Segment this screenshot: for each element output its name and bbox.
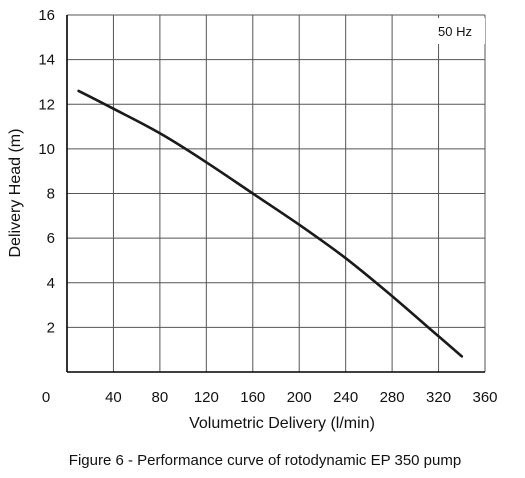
performance-curve-line-0 — [77, 89, 464, 358]
x-tick-label: 240 — [333, 389, 358, 406]
grid-lines — [67, 14, 486, 372]
y-tick-label: 16 — [38, 7, 55, 24]
x-tick-label: 0 — [42, 389, 50, 406]
x-tick-label: 280 — [380, 389, 405, 406]
y-tick-label: 10 — [38, 141, 55, 158]
y-axis-title: Delivery Head (m) — [7, 129, 24, 258]
legend-box — [433, 18, 485, 44]
y-tick-label: 8 — [47, 186, 55, 203]
tick-labels: 0 40 80 120 160 200 240 280 320 360 2 4 6 8 10 12 14 16 — [38, 7, 497, 406]
y-tick-label: 2 — [47, 319, 55, 336]
x-tick-label: 40 — [105, 389, 122, 406]
y-tick-label: 6 — [47, 230, 55, 247]
x-tick-label: 80 — [152, 389, 169, 406]
curve-layer — [77, 89, 464, 358]
x-tick-label: 120 — [194, 389, 219, 406]
x-tick-label: 360 — [472, 389, 497, 406]
figure-caption: Figure 6 - Performance curve of rotodyna… — [69, 452, 461, 469]
x-tick-label: 160 — [240, 389, 265, 406]
x-axis-title: Volumetric Delivery (l/min) — [189, 415, 375, 432]
x-tick-label: 200 — [287, 389, 312, 406]
axes — [66, 15, 485, 373]
legend-label: 50 Hz — [438, 24, 472, 39]
y-tick-label: 14 — [38, 52, 55, 69]
y-tick-label: 12 — [38, 96, 55, 113]
y-tick-label: 4 — [47, 275, 55, 292]
x-tick-label: 320 — [426, 389, 451, 406]
